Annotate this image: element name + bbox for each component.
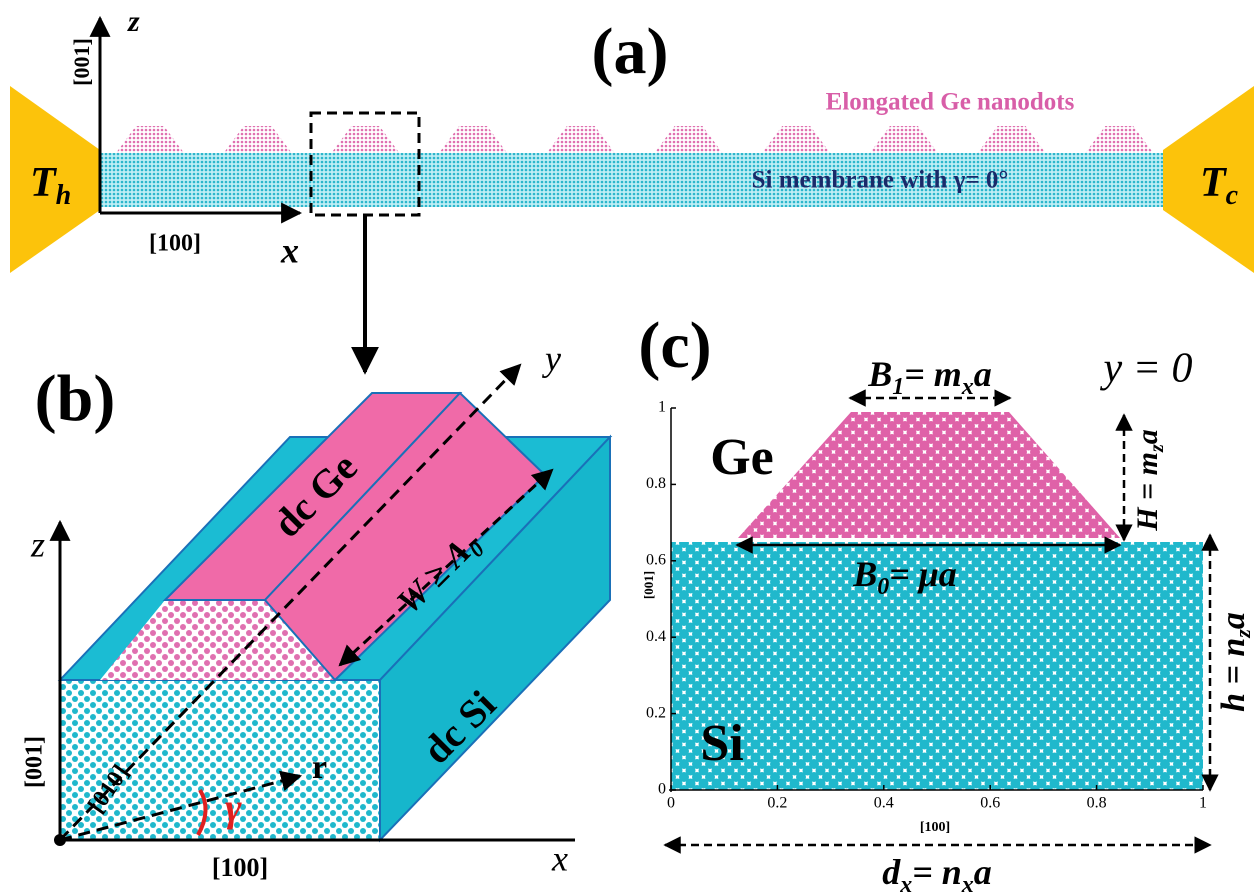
panel-label: (b) <box>35 362 116 435</box>
angle-label: γ <box>225 785 242 830</box>
si-label: Si <box>700 715 743 772</box>
ge-height-label: H = mza <box>1131 429 1168 532</box>
ge-height-label-part: a <box>1131 429 1164 444</box>
top-width-label-part: 1 <box>892 374 904 400</box>
x-tick-label: 1 <box>1199 795 1207 812</box>
figure: (a) z [001] [100] x Elongated Ge nanodot… <box>0 0 1254 895</box>
ge-height-label-part: H = m <box>1131 452 1164 532</box>
direction-label: [001] <box>22 736 48 788</box>
direction-label: [100] <box>149 231 201 257</box>
period-label: dx= nxa <box>882 852 992 895</box>
si-height-label-part: a <box>1215 612 1252 629</box>
nanodots <box>116 126 1153 153</box>
nanodot <box>870 126 938 153</box>
axis-label: x <box>551 838 568 878</box>
nanodot <box>439 126 507 153</box>
y-tick-label: 0.2 <box>646 704 666 721</box>
nanodot <box>1085 126 1153 153</box>
period-label-part: = n <box>912 852 962 892</box>
direction-label: [001] <box>69 38 94 86</box>
panel-label: (c) <box>638 309 711 382</box>
base-width-label-part: 0 <box>877 574 889 600</box>
period-label-part: a <box>974 852 992 892</box>
x-tick-label: 0.8 <box>1087 795 1107 812</box>
nanodot <box>331 126 399 153</box>
y-tick-label: 1 <box>658 399 666 416</box>
period-label-part: d <box>882 852 901 892</box>
hot-label-part: h <box>56 180 72 211</box>
cold-label-part: c <box>1226 180 1239 211</box>
nanodots-label: Elongated Ge nanodots <box>826 89 1075 116</box>
nanodot <box>116 126 184 153</box>
axis-label: x <box>280 230 299 270</box>
hot-label-part: T <box>30 160 58 206</box>
x-tick-label: 0.6 <box>980 795 1000 812</box>
axis-label: z <box>30 524 45 564</box>
panel-label: (a) <box>592 15 669 88</box>
period-label-part: x <box>899 872 912 895</box>
axis-title: [001] <box>641 571 656 599</box>
nanodot <box>762 126 830 153</box>
si-height-label-part: h = n <box>1215 638 1252 712</box>
y-tick-label: 0 <box>658 781 666 798</box>
plane-label: y = 0 <box>1100 346 1193 392</box>
top-width-label: B1= mxa <box>867 354 992 399</box>
x-tick-label: 0.2 <box>767 795 787 812</box>
direction-label: [100] <box>212 853 268 882</box>
x-tick-label: 0 <box>667 795 675 812</box>
ge-lattice <box>738 412 1120 538</box>
y-tick-label: 0.6 <box>646 551 666 568</box>
axis-label: y <box>542 338 561 378</box>
top-width-label-part: B <box>867 354 892 394</box>
nanodot <box>224 126 292 153</box>
si-height-label-part: z <box>1230 629 1254 639</box>
origin <box>54 834 66 846</box>
y-tick-label: 0.8 <box>646 475 666 492</box>
top-width-label-part: = m <box>904 354 962 394</box>
cold-label-part: T <box>1200 160 1228 206</box>
base-width-label: B0= μa <box>852 554 957 599</box>
nanodot <box>547 126 615 153</box>
ge-label: Ge <box>710 429 774 486</box>
base-width-label-part: = μa <box>889 554 957 594</box>
top-width-label-part: x <box>961 374 974 400</box>
y-tick-label: 0.4 <box>646 628 666 645</box>
nanodot <box>655 126 723 153</box>
top-width-label-part: a <box>974 354 992 394</box>
axis-title: [100] <box>920 820 950 835</box>
base-width-label-part: B <box>852 554 877 594</box>
nanodot <box>978 126 1046 153</box>
membrane-label: Si membrane with γ= 0° <box>752 167 1009 194</box>
x-tick-label: 0.4 <box>874 795 894 812</box>
si-front-face <box>60 680 380 840</box>
axis-label: z <box>127 5 140 38</box>
si-height-label: h = nza <box>1215 612 1254 712</box>
period-label-part: x <box>961 872 974 895</box>
ge-height-label-part: z <box>1146 444 1168 453</box>
vector-label: r <box>312 749 327 786</box>
